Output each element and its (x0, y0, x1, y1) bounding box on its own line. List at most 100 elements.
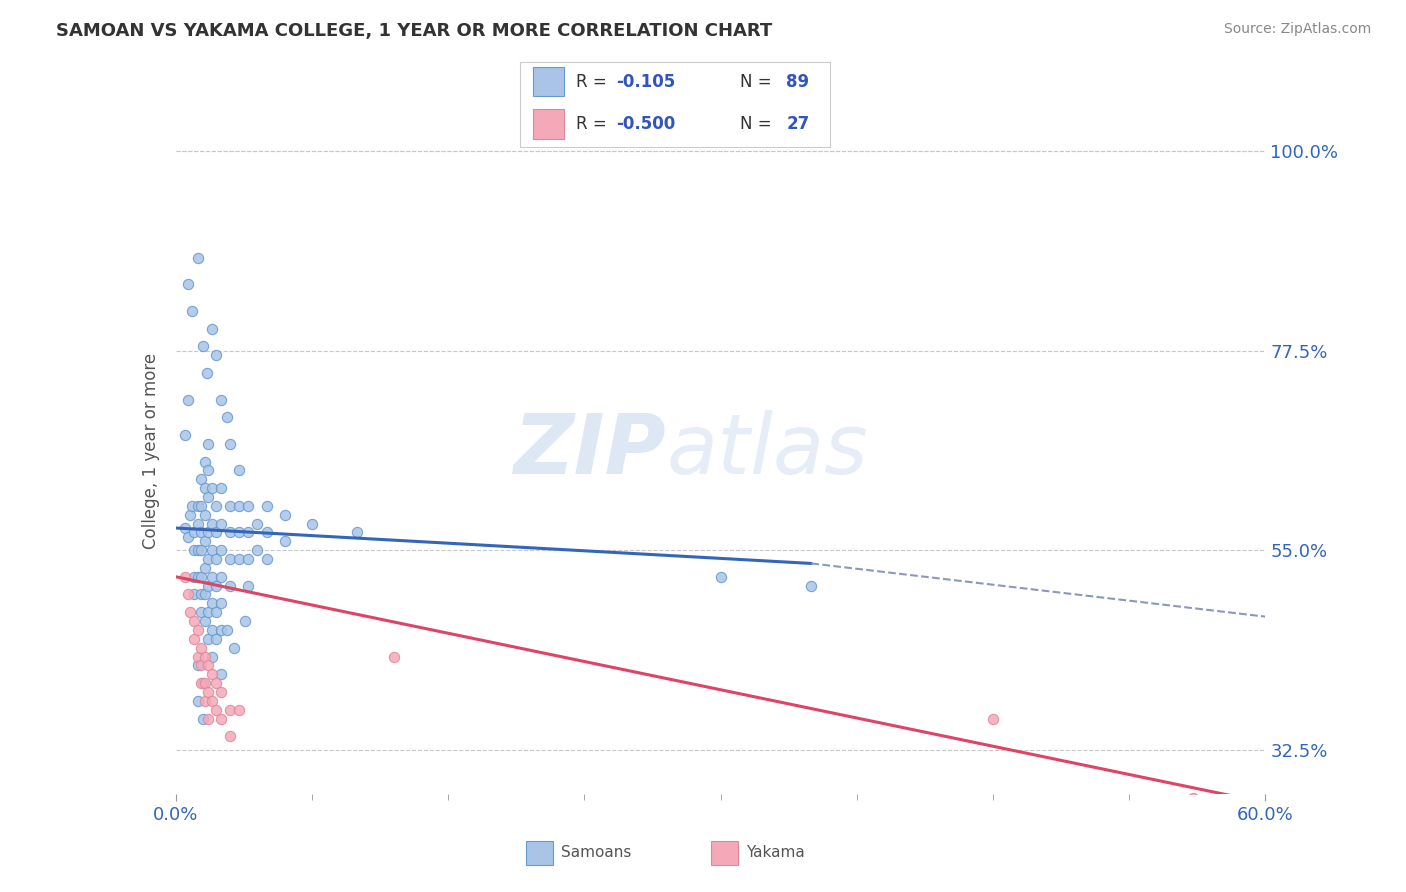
Point (190, 472, 212, 486)
Point (197, 712, 219, 726)
Point (183, 543, 205, 558)
Point (201, 481, 224, 495)
Point (173, 521, 195, 535)
Point (191, 676, 214, 690)
Point (274, 508, 297, 522)
Point (173, 428, 195, 442)
Point (209, 712, 232, 726)
Point (179, 508, 201, 522)
Point (228, 703, 250, 717)
Point (204, 703, 226, 717)
Point (219, 729, 242, 743)
Point (219, 525, 242, 540)
Point (201, 694, 224, 708)
Point (177, 392, 200, 407)
Point (190, 525, 212, 540)
Point (222, 640, 245, 655)
Bar (533, 109, 564, 139)
Point (177, 587, 200, 601)
Point (191, 339, 214, 353)
Point (179, 605, 201, 619)
Point (219, 579, 242, 593)
Text: 27: 27 (786, 115, 810, 133)
Text: ZIP: ZIP (513, 410, 666, 491)
Point (186, 543, 209, 558)
Point (186, 570, 209, 584)
Point (219, 703, 242, 717)
Point (177, 530, 200, 544)
Point (301, 516, 323, 531)
Point (201, 570, 224, 584)
Point (204, 525, 226, 540)
Point (246, 516, 269, 531)
Point (215, 410, 238, 425)
Point (190, 658, 212, 673)
Point (209, 570, 232, 584)
Point (190, 587, 212, 601)
Point (209, 481, 232, 495)
Point (194, 534, 217, 549)
Point (181, 499, 204, 513)
Point (209, 596, 232, 610)
Text: 89: 89 (786, 72, 810, 90)
Point (233, 614, 256, 628)
Point (186, 694, 209, 708)
Point (197, 605, 219, 619)
Point (197, 490, 219, 504)
Text: -0.500: -0.500 (616, 115, 675, 133)
Point (228, 463, 250, 477)
Point (204, 676, 226, 690)
Point (183, 525, 205, 540)
Point (219, 499, 242, 513)
Point (204, 632, 226, 646)
Point (190, 605, 212, 619)
Point (186, 623, 209, 637)
Point (201, 516, 224, 531)
Point (201, 543, 224, 558)
Point (204, 605, 226, 619)
Point (256, 499, 278, 513)
Text: R =: R = (576, 72, 612, 90)
Text: N =: N = (740, 72, 776, 90)
Point (190, 570, 212, 584)
Point (197, 463, 219, 477)
Point (197, 552, 219, 566)
Bar (533, 67, 564, 96)
Point (190, 676, 212, 690)
Point (238, 552, 260, 566)
Point (246, 543, 269, 558)
Point (183, 570, 205, 584)
Point (186, 658, 209, 673)
Point (186, 499, 209, 513)
Point (173, 570, 195, 584)
Point (800, 579, 823, 593)
Point (274, 534, 297, 549)
Text: Samoans: Samoans (561, 846, 631, 860)
Point (256, 525, 278, 540)
Point (190, 499, 212, 513)
Point (190, 640, 212, 655)
Point (190, 543, 212, 558)
Point (194, 561, 217, 575)
Point (194, 508, 217, 522)
Point (204, 499, 226, 513)
Point (981, 712, 1004, 726)
Point (346, 525, 368, 540)
Point (194, 694, 217, 708)
Point (209, 685, 232, 699)
Point (238, 525, 260, 540)
Point (197, 437, 219, 451)
Point (181, 304, 204, 318)
Point (238, 579, 260, 593)
Point (204, 348, 226, 362)
Point (186, 516, 209, 531)
Point (194, 676, 217, 690)
Text: N =: N = (740, 115, 776, 133)
Point (201, 649, 224, 664)
Point (209, 667, 232, 681)
Point (382, 649, 405, 664)
Text: atlas: atlas (666, 410, 868, 491)
Point (256, 552, 278, 566)
Point (209, 516, 232, 531)
Y-axis label: College, 1 year or more: College, 1 year or more (142, 352, 160, 549)
